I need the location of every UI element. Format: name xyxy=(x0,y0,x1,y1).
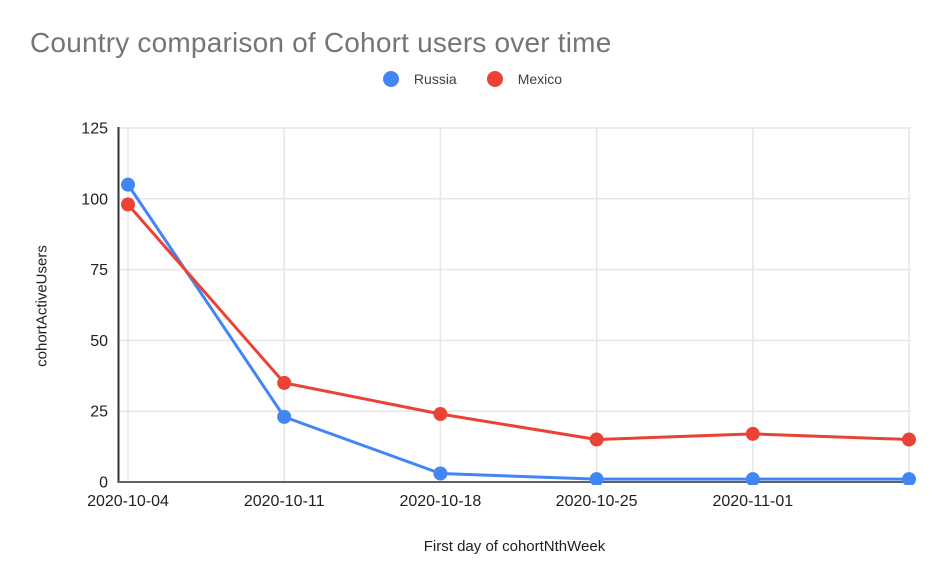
legend-swatch-mexico-icon xyxy=(486,71,503,87)
x-tick-label: 2020-10-25 xyxy=(556,493,638,510)
point-russia-4[interactable] xyxy=(745,472,760,486)
y-tick-label: 125 xyxy=(81,121,108,138)
point-mexico-0[interactable] xyxy=(121,197,135,212)
chart-title: Country comparison of Cohort users over … xyxy=(30,27,612,58)
legend-item-mexico[interactable]: Mexico xyxy=(486,71,563,87)
legend-swatch-russia-icon xyxy=(382,71,399,87)
legend-label-russia: Russia xyxy=(413,71,457,87)
x-tick-label: 2020-10-18 xyxy=(399,493,481,510)
point-russia-1[interactable] xyxy=(277,409,292,424)
y-axis-title: cohortActiveUsers xyxy=(33,245,51,367)
point-russia-3[interactable] xyxy=(589,472,604,486)
point-mexico-1[interactable] xyxy=(277,375,292,390)
y-tick-label: 100 xyxy=(81,191,108,208)
x-tick-label: 2020-11-01 xyxy=(712,493,793,510)
x-axis-title: First day of cohortNthWeek xyxy=(423,538,606,555)
series-line-russia[interactable] xyxy=(126,183,911,481)
series-line-mexico[interactable] xyxy=(126,202,911,442)
x-tick-label: 2020-10-11 xyxy=(244,493,325,510)
legend-label-mexico: Mexico xyxy=(517,71,563,87)
legend-item-russia[interactable]: Russia xyxy=(382,71,457,87)
y-tick-label: 75 xyxy=(90,262,108,279)
point-russia-0[interactable] xyxy=(121,177,135,192)
chart-legend: Russia Mexico xyxy=(0,71,945,87)
series-group xyxy=(121,177,916,486)
point-mexico-5[interactable] xyxy=(902,432,916,447)
y-tick-label: 50 xyxy=(90,333,108,350)
point-russia-2[interactable] xyxy=(433,466,448,481)
y-tick-label: 25 xyxy=(90,404,108,421)
point-russia-5[interactable] xyxy=(902,472,916,486)
x-tick-label: 2020-10-04 xyxy=(87,493,169,510)
point-mexico-2[interactable] xyxy=(433,407,448,422)
point-mexico-3[interactable] xyxy=(589,432,604,447)
point-mexico-4[interactable] xyxy=(745,426,760,441)
y-tick-label: 0 xyxy=(99,475,108,492)
